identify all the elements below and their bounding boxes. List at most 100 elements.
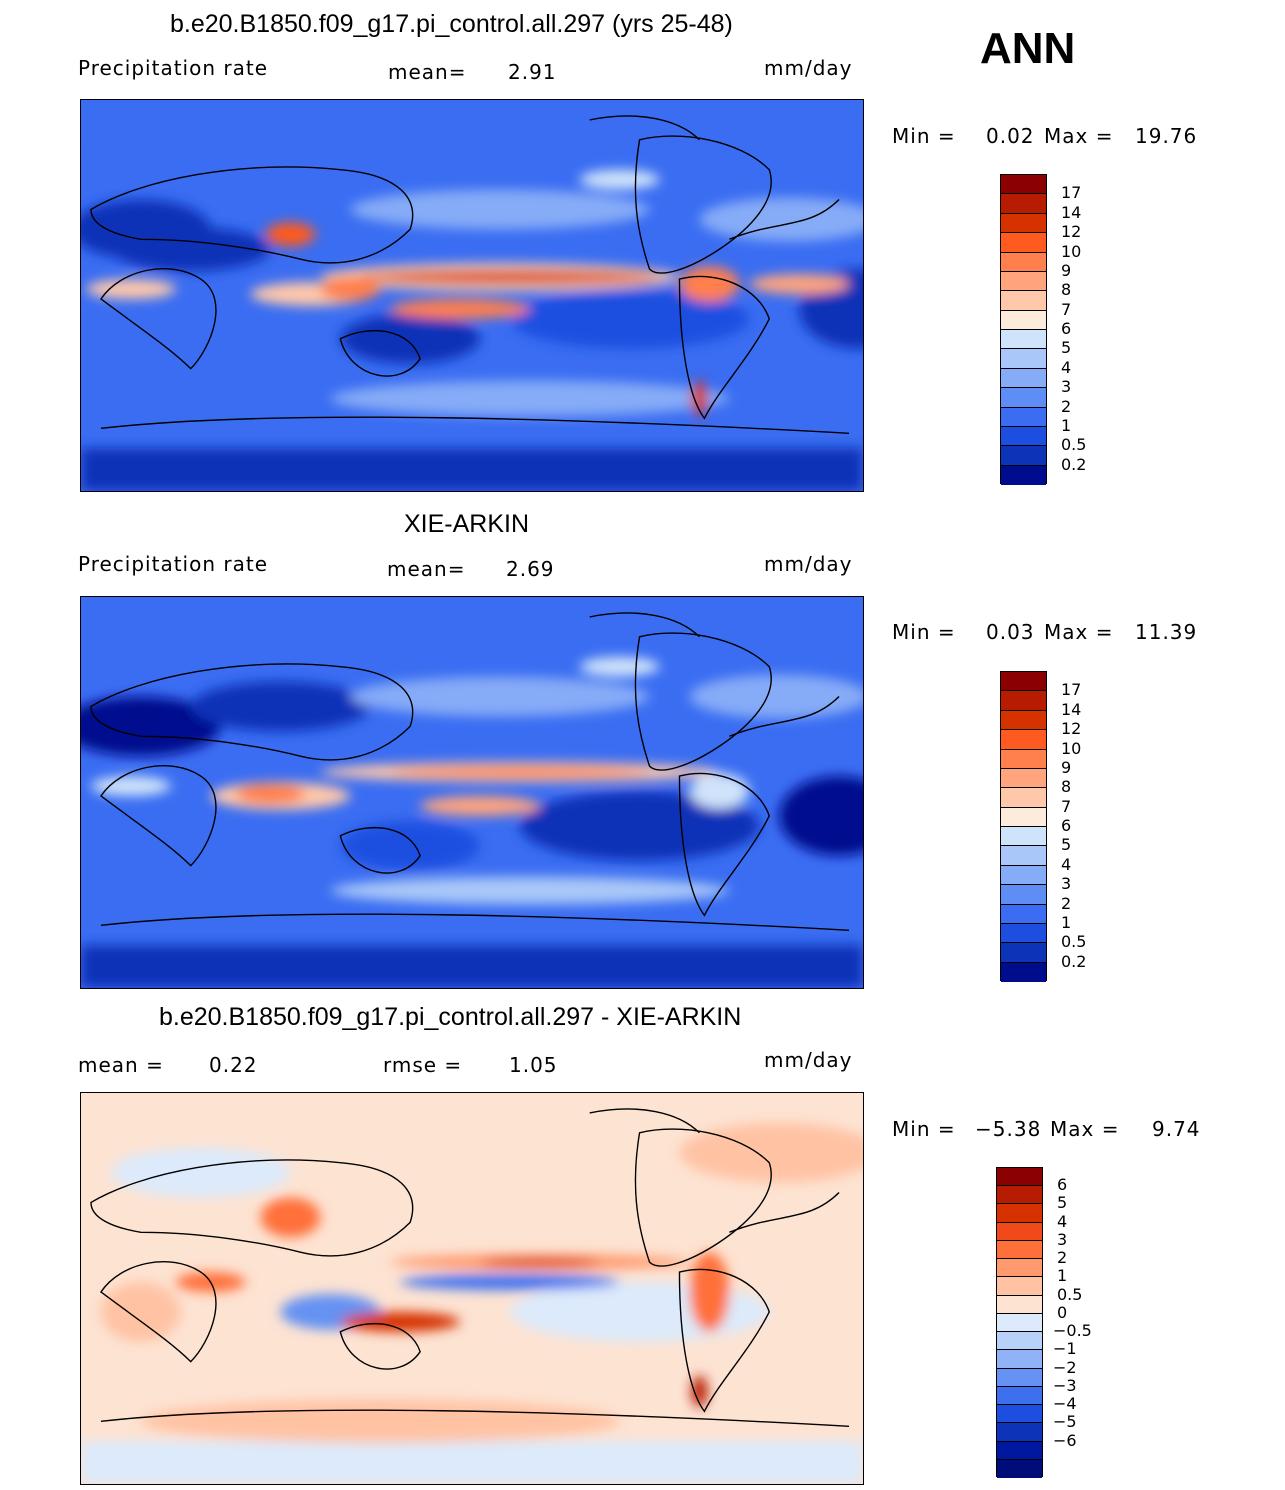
panel3-mean-label: mean = [78, 1053, 164, 1077]
panel2-colorbar [1000, 671, 1047, 982]
panel2-min-value: 0.03 [986, 620, 1035, 644]
colorbar-swatch [1001, 233, 1046, 253]
colorbar-tick-label: 6 [1057, 1175, 1068, 1195]
season-label: ANN [980, 24, 1076, 73]
colorbar-swatch [997, 1259, 1042, 1278]
colorbar-swatch [1001, 768, 1046, 789]
colorbar-tick-label: 2 [1061, 893, 1072, 913]
colorbar-swatch [1001, 407, 1046, 427]
panel2-map [80, 596, 864, 989]
panel1-mean-value: 2.91 [508, 60, 557, 84]
colorbar-swatch [997, 1313, 1042, 1333]
colorbar-swatch [1001, 446, 1046, 466]
panel1-min-value: 0.02 [986, 124, 1035, 148]
colorbar-tick-label: −5 [1053, 1412, 1077, 1432]
colorbar-swatch [1001, 175, 1046, 195]
colorbar-tick-label: 14 [1061, 202, 1082, 222]
panel3-min-value: −5.38 [975, 1117, 1042, 1141]
panel3-min-label: Min = [892, 1117, 956, 1141]
panel1-units: mm/day [764, 56, 853, 80]
colorbar-swatch [997, 1332, 1042, 1351]
colorbar-swatch [1001, 846, 1046, 866]
colorbar-tick-label: 12 [1061, 719, 1082, 739]
panel2-min-label: Min = [892, 620, 956, 644]
colorbar-tick-label: 1 [1061, 912, 1072, 932]
colorbar-swatch [1001, 349, 1046, 369]
panel3-title: b.e20.B1850.f09_g17.pi_control.all.297 -… [159, 1003, 742, 1031]
panel2-title: XIE-ARKIN [404, 510, 530, 538]
colorbar-tick-label: 10 [1061, 738, 1082, 758]
colorbar-tick-label: 0.2 [1061, 454, 1087, 474]
colorbar-tick-label: −0.5 [1053, 1321, 1092, 1341]
colorbar-tick-label: 0 [1057, 1302, 1068, 1322]
colorbar-tick-label: 7 [1061, 299, 1072, 319]
colorbar-swatch [1001, 330, 1046, 350]
panel1-min-label: Min = [892, 124, 956, 148]
colorbar-tick-label: 12 [1061, 222, 1082, 242]
colorbar-tick-label: 3 [1061, 377, 1072, 397]
colorbar-tick-label: 5 [1061, 338, 1072, 358]
colorbar-tick-label: 17 [1061, 680, 1082, 700]
panel3-colorbar [996, 1167, 1043, 1478]
colorbar-swatch [997, 1222, 1042, 1241]
colorbar-tick-label: 2 [1061, 396, 1072, 416]
colorbar-tick-label: 1 [1057, 1266, 1068, 1286]
panel3-map-field [81, 1093, 863, 1484]
colorbar-swatch [1001, 788, 1046, 808]
colorbar-tick-label: 0.5 [1061, 932, 1087, 952]
colorbar-swatch [1001, 465, 1046, 485]
panel2-variable-label: Precipitation rate [78, 552, 268, 576]
colorbar-tick-label: −6 [1053, 1430, 1077, 1450]
colorbar-swatch [997, 1423, 1042, 1442]
colorbar-swatch [1001, 252, 1046, 272]
panel1-variable-label: Precipitation rate [78, 56, 268, 80]
colorbar-tick-label: 10 [1061, 241, 1082, 261]
colorbar-swatch [997, 1295, 1042, 1314]
panel1-max-value: 19.76 [1135, 124, 1198, 148]
colorbar-tick-label: 9 [1061, 260, 1072, 280]
colorbar-tick-label: −2 [1053, 1357, 1077, 1377]
colorbar-swatch [1001, 730, 1046, 750]
colorbar-tick-label: −4 [1053, 1394, 1077, 1414]
colorbar-swatch [1001, 310, 1046, 330]
colorbar-tick-label: 5 [1057, 1193, 1068, 1213]
panel3-map [80, 1092, 864, 1485]
colorbar-swatch [997, 1240, 1042, 1260]
colorbar-tick-label: −1 [1053, 1339, 1077, 1359]
colorbar-tick-label: 8 [1061, 777, 1072, 797]
colorbar-swatch [1001, 710, 1046, 731]
panel1-colorbar [1000, 174, 1047, 485]
colorbar-tick-label: 3 [1061, 874, 1072, 894]
colorbar-tick-label: 14 [1061, 699, 1082, 719]
panel3-rmse-value: 1.05 [509, 1053, 558, 1077]
colorbar-swatch [1001, 388, 1046, 408]
panel3-max-value: 9.74 [1152, 1117, 1201, 1141]
panel2-mean-value: 2.69 [506, 557, 555, 581]
colorbar-swatch [997, 1186, 1042, 1205]
panel1-map [80, 99, 864, 492]
colorbar-tick-label: 0.5 [1057, 1284, 1083, 1304]
panel2-map-field [81, 597, 863, 988]
colorbar-tick-label: −3 [1053, 1375, 1077, 1395]
colorbar-swatch [1001, 749, 1046, 769]
colorbar-swatch [1001, 807, 1046, 827]
colorbar-tick-label: 5 [1061, 835, 1072, 855]
colorbar-tick-label: 4 [1061, 357, 1072, 377]
colorbar-tick-label: 17 [1061, 183, 1082, 203]
panel3-mean-value: 0.22 [209, 1053, 258, 1077]
colorbar-tick-label: 0.5 [1061, 435, 1087, 455]
colorbar-tick-label: 3 [1057, 1229, 1068, 1249]
colorbar-swatch [1001, 943, 1046, 963]
colorbar-swatch [997, 1368, 1042, 1387]
colorbar-swatch [1001, 904, 1046, 924]
panel2-units: mm/day [764, 552, 853, 576]
colorbar-swatch [1001, 426, 1046, 447]
colorbar-swatch [1001, 368, 1046, 389]
colorbar-tick-label: 4 [1057, 1211, 1068, 1231]
colorbar-swatch [997, 1168, 1042, 1187]
colorbar-tick-label: 9 [1061, 757, 1072, 777]
colorbar-swatch [1001, 672, 1046, 692]
panel2-mean-label: mean= [387, 557, 466, 581]
colorbar-swatch [1001, 865, 1046, 886]
colorbar-swatch [1001, 291, 1046, 311]
